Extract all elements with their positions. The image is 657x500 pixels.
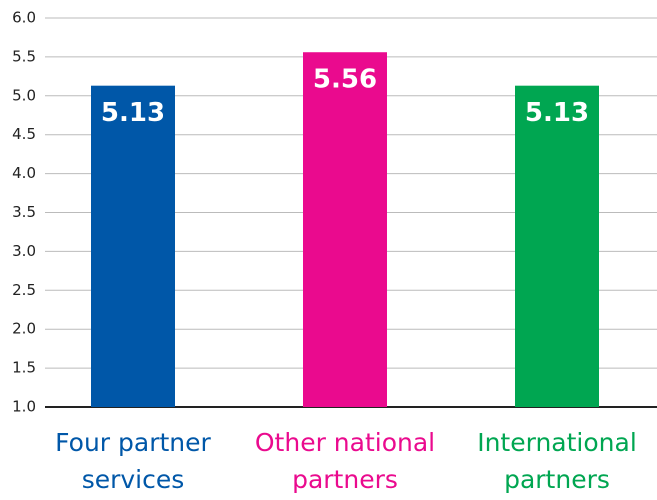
y-tick-label: 6.0 xyxy=(12,9,36,27)
x-tick-label: Other national partners xyxy=(254,428,436,494)
bar xyxy=(91,85,175,407)
y-tick-label: 5.5 xyxy=(12,47,36,65)
x-tick-label: International partners xyxy=(477,428,637,494)
y-tick-label: 4.5 xyxy=(12,125,36,143)
value-label: 5.13 xyxy=(101,98,165,128)
value-label: 5.56 xyxy=(313,65,377,95)
value-label: 5.13 xyxy=(525,98,589,128)
y-tick-label: 4.0 xyxy=(12,164,36,182)
y-tick-label: 1.5 xyxy=(12,359,36,377)
bar xyxy=(303,52,387,408)
bar xyxy=(515,85,599,407)
y-tick-label: 2.0 xyxy=(12,320,36,338)
y-tick-label: 3.0 xyxy=(12,242,36,260)
y-tick-label: 2.5 xyxy=(12,281,36,299)
y-tick-label: 5.0 xyxy=(12,86,36,104)
x-tick-label: Four partner services xyxy=(55,428,211,494)
y-tick-label: 1.0 xyxy=(12,398,36,416)
y-tick-label: 3.5 xyxy=(12,203,36,221)
